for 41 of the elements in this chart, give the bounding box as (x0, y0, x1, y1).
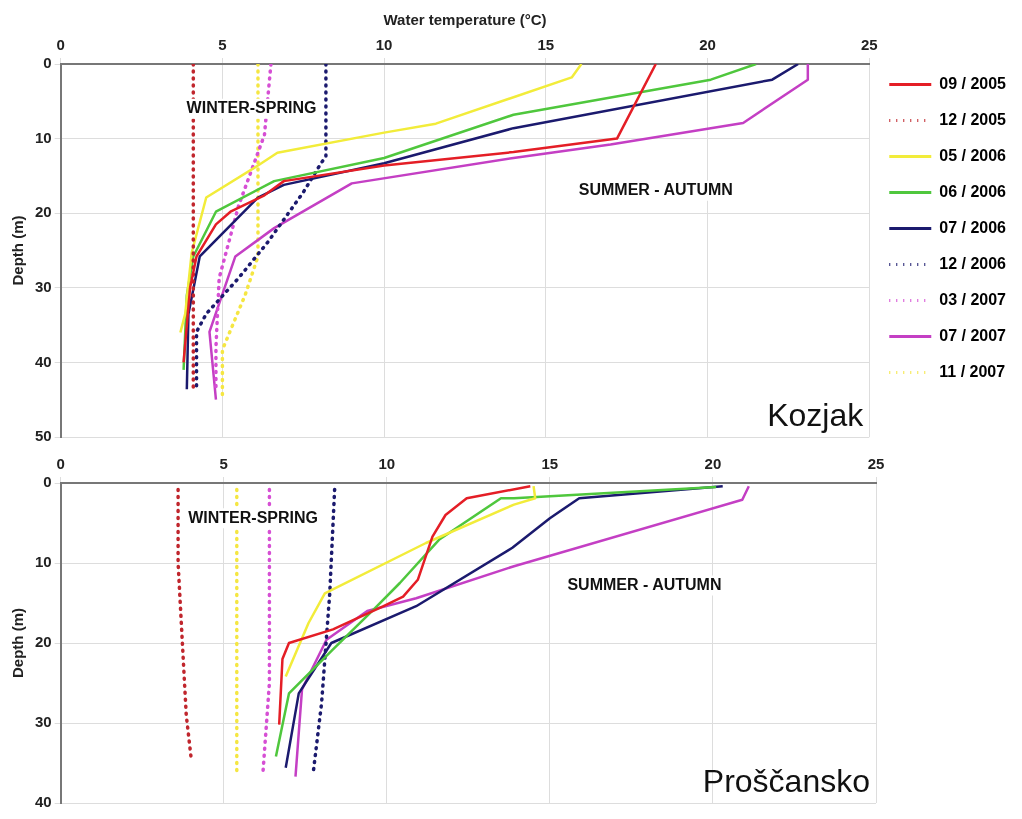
x-tick-label: 0 (56, 36, 65, 54)
legend-label: 06 / 2006 (939, 182, 1007, 200)
legend-label: 11 / 2007 (939, 362, 1006, 380)
y-tick-label: 50 (35, 427, 52, 445)
x-tick-label: 10 (375, 36, 393, 54)
annotation: SUMMER - AUTUMN (578, 181, 733, 199)
x-tick-label: 20 (704, 455, 722, 473)
x-tick-label: 5 (218, 36, 227, 54)
x-tick-label: 0 (56, 455, 65, 473)
annotation: WINTER-SPRING (186, 99, 317, 117)
y-tick-label: 30 (35, 713, 52, 731)
y-tick-label: 10 (35, 128, 52, 146)
y-tick-label: 20 (35, 633, 52, 651)
text: Proščansko (702, 762, 870, 799)
x-tick-label: 25 (867, 455, 885, 473)
y-axis-title: Depth (m) (9, 215, 27, 286)
y-tick-label: 0 (43, 54, 52, 72)
y-tick-label: 20 (35, 203, 52, 221)
annotation: SUMMER - AUTUMN (567, 575, 722, 593)
annotation: WINTER-SPRING (188, 508, 318, 526)
legend-label: 03 / 2007 (939, 290, 1007, 308)
legend-label: 12 / 2005 (939, 110, 1007, 128)
x-tick-label: 5 (219, 455, 228, 473)
x-tick-label: 10 (378, 455, 396, 473)
y-tick-label: 30 (35, 277, 52, 295)
legend-label: 09 / 2005 (939, 74, 1007, 92)
x-tick-label: 15 (541, 455, 559, 473)
y-tick-label: 10 (35, 553, 52, 571)
legend-label: 07 / 2007 (939, 326, 1007, 344)
y-tick-label: 40 (35, 352, 52, 370)
legend-label: 12 / 2006 (939, 254, 1007, 272)
y-axis-title: Depth (m) (9, 608, 27, 678)
y-tick-label: 0 (43, 473, 52, 491)
x-tick-label: 15 (537, 36, 555, 54)
x-axis-title: Water temperature (°C) (383, 11, 547, 29)
y-tick-label: 40 (35, 793, 52, 811)
legend-label: 05 / 2006 (939, 146, 1007, 164)
text: Kozjak (767, 396, 865, 433)
x-tick-label: 20 (699, 36, 716, 54)
x-tick-label: 25 (860, 36, 878, 54)
legend-label: 07 / 2006 (939, 218, 1007, 236)
